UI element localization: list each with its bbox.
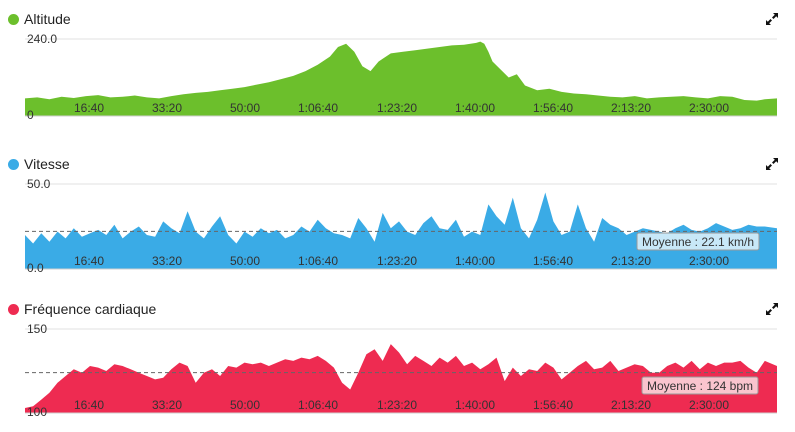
average-label: Moyenne : 22.1 km/h [642, 235, 754, 249]
heart-rate-title-text: Fréquence cardiaque [24, 301, 157, 317]
expand-icon[interactable] [764, 156, 780, 172]
altitude-legend-dot [8, 13, 19, 25]
x-tick-label: 16:40 [74, 254, 104, 268]
y-axis-bottom-label: 0.0 [27, 261, 44, 275]
heart-rate-title: Fréquence cardiaque [8, 301, 156, 317]
y-axis-top-label: 240.0 [27, 32, 57, 46]
x-tick-label: 1:56:40 [533, 254, 573, 268]
x-tick-label: 33:20 [152, 254, 182, 268]
x-tick-label: 2:30:00 [689, 254, 729, 268]
heart-rate-panel: Fréquence cardiaque [0, 290, 795, 430]
x-tick-label: 2:30:00 [689, 101, 729, 115]
heart-rate-chart: 150 100 16:40 33:20 50:00 1:06:40 1:23:20 1:40:… [25, 322, 777, 419]
x-tick-label: 33:20 [152, 101, 182, 115]
heart-rate-legend-dot [8, 303, 19, 315]
x-tick-label: 1:06:40 [298, 254, 338, 268]
altitude-panel: Altitude [0, 0, 795, 140]
x-tick-label: 50:00 [230, 101, 260, 115]
x-tick-label: 50:00 [230, 398, 260, 412]
average-label: Moyenne : 124 bpm [647, 379, 753, 393]
x-tick-label: 1:06:40 [298, 398, 338, 412]
x-tick-label: 1:23:20 [377, 101, 417, 115]
speed-legend-dot [8, 158, 19, 170]
x-tick-label: 1:56:40 [533, 398, 573, 412]
x-tick-label: 2:13:20 [611, 101, 651, 115]
speed-title: Vitesse [8, 156, 70, 172]
y-axis-top-label: 50.0 [27, 177, 51, 191]
x-tick-label: 16:40 [74, 101, 104, 115]
x-tick-label: 1:40:00 [455, 101, 495, 115]
speed-area-series [25, 192, 777, 269]
x-tick-label: 1:23:20 [377, 398, 417, 412]
x-tick-label: 16:40 [74, 398, 104, 412]
x-tick-label: 1:40:00 [455, 254, 495, 268]
heart-rate-area-series [25, 344, 777, 413]
x-tick-label: 50:00 [230, 254, 260, 268]
average-label-box [636, 232, 760, 251]
x-tick-label: 1:23:20 [377, 254, 417, 268]
x-tick-label: 1:56:40 [533, 101, 573, 115]
average-label-box [641, 376, 759, 395]
speed-chart: 50.0 0.0 16:40 33:20 50:00 1:06:40 1:23:20 1:40… [25, 177, 777, 275]
altitude-title-text: Altitude [24, 11, 71, 27]
expand-icon[interactable] [764, 11, 780, 27]
x-tick-label: 33:20 [152, 398, 182, 412]
altitude-title: Altitude [8, 11, 71, 27]
x-tick-label: 1:06:40 [298, 101, 338, 115]
speed-title-text: Vitesse [24, 156, 70, 172]
altitude-area-series [25, 41, 777, 116]
speed-panel: Vitesse [0, 145, 795, 285]
y-axis-bottom-label: 100 [27, 405, 47, 419]
x-tick-label: 2:30:00 [689, 398, 729, 412]
y-axis-bottom-label: 0 [27, 108, 34, 122]
expand-icon[interactable] [764, 301, 780, 317]
x-tick-label: 2:13:20 [611, 254, 651, 268]
y-axis-top-label: 150 [27, 322, 47, 336]
altitude-chart: 240.0 0 16:40 33:20 50:00 1:06:40 1:23:20 1:40:… [25, 32, 777, 122]
x-tick-label: 1:40:00 [455, 398, 495, 412]
x-tick-label: 2:13:20 [611, 398, 651, 412]
